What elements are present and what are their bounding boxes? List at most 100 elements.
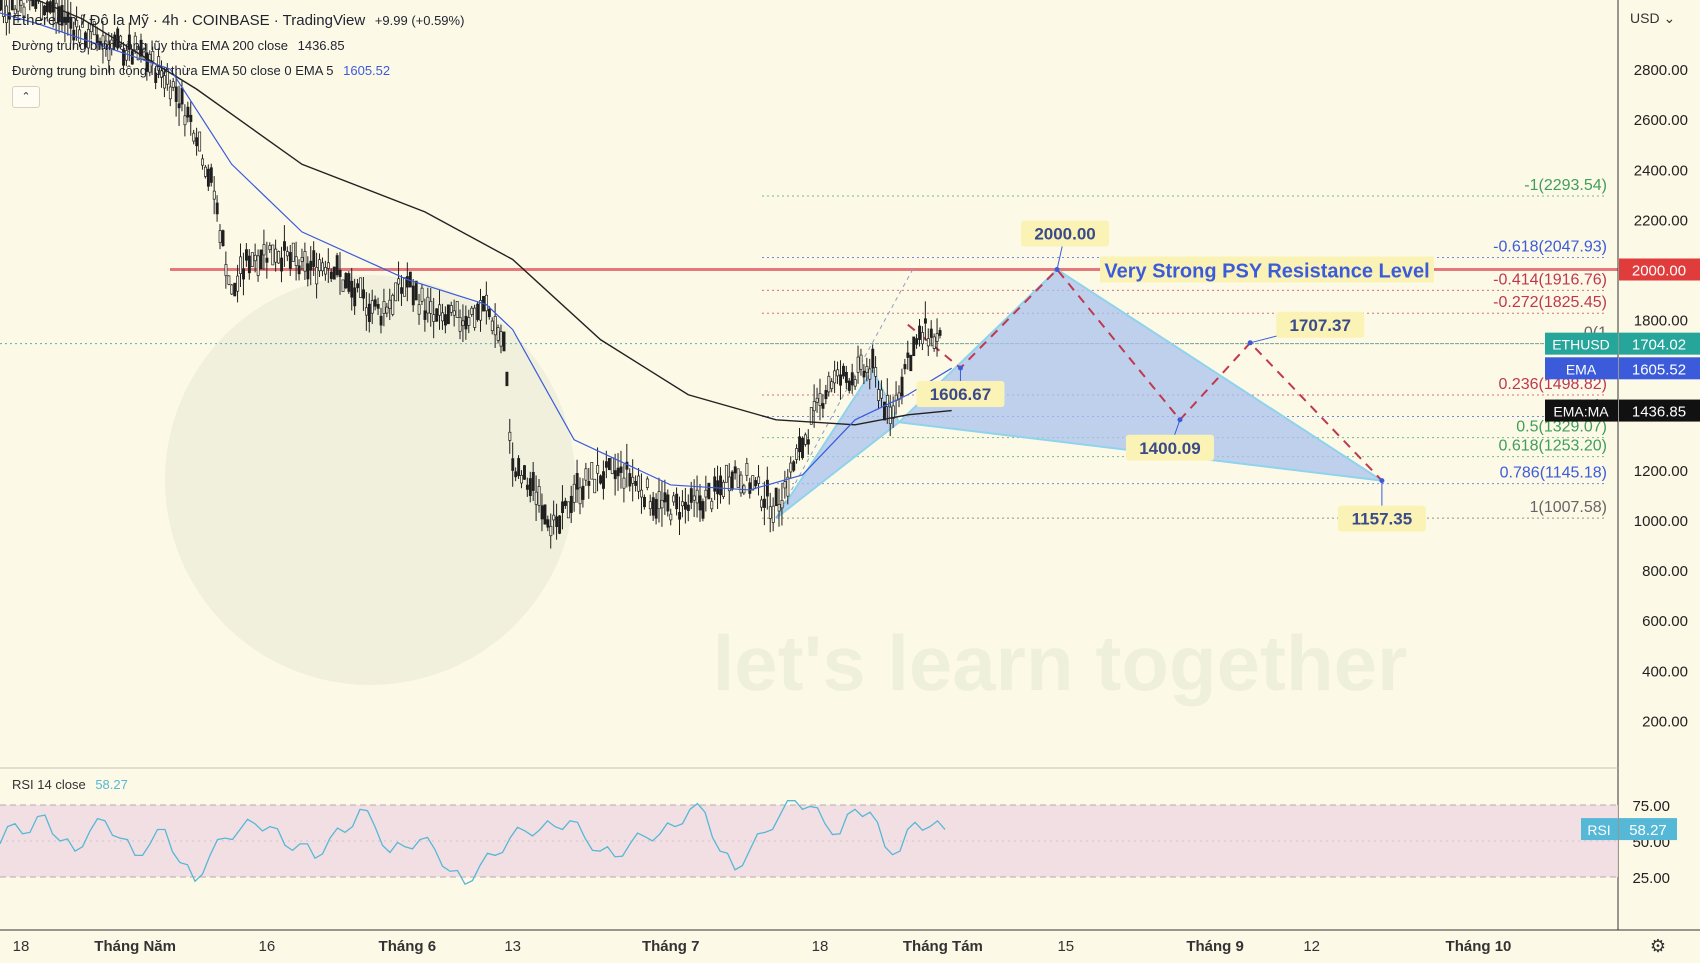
candle-body: [370, 300, 374, 314]
pattern-point-3[interactable]: [1054, 267, 1060, 272]
candle-body: [871, 348, 875, 369]
settings-icon[interactable]: ⚙: [1650, 936, 1666, 956]
price-tag-value-2: 1605.52: [1632, 361, 1686, 378]
ema50-line[interactable]: [0, 0, 952, 491]
candle-body: [195, 137, 199, 147]
candle-body: [926, 338, 930, 347]
candle-body: [763, 498, 766, 508]
y-tick-7: 800.00: [1642, 563, 1688, 580]
candle-body: [13, 8, 17, 15]
candle-body: [86, 29, 90, 49]
x-tick-11: Tháng 10: [1446, 938, 1512, 955]
rsi-line[interactable]: [0, 800, 946, 886]
candle-body: [801, 438, 804, 459]
candle-body: [288, 252, 292, 269]
price-tag-value-1: 1704.02: [1632, 337, 1686, 354]
candle-body: [362, 289, 365, 299]
candle-body: [540, 505, 544, 520]
candle-body: [915, 338, 919, 345]
candle-body: [364, 307, 368, 316]
x-tick-2: 16: [258, 938, 275, 955]
candle-body: [558, 515, 562, 534]
candle-body: [151, 51, 155, 62]
candle-body: [326, 262, 330, 269]
candle-body: [133, 35, 137, 51]
candle-body: [809, 407, 813, 425]
candle-body: [467, 317, 471, 326]
candle-body: [45, 1, 49, 13]
pattern-point-5[interactable]: [1247, 340, 1253, 346]
candle-body: [874, 367, 878, 377]
candle-body: [34, 0, 38, 9]
candle-body: [335, 255, 339, 276]
candle-body: [373, 299, 377, 307]
candle-body: [842, 365, 845, 377]
candle-body: [10, 0, 14, 11]
candle-body: [654, 498, 658, 519]
candle-body: [713, 476, 717, 492]
y-tick-5: 1200.00: [1634, 463, 1688, 480]
chevron-up-icon: ⌃: [21, 91, 31, 103]
candle-body: [224, 264, 228, 277]
pattern-label-6: 1157.35: [1352, 510, 1413, 529]
price-tag-value-3: 1436.85: [1632, 404, 1686, 421]
candle-body: [604, 461, 608, 468]
ema200-line[interactable]: [0, 0, 952, 426]
candle-body: [215, 202, 219, 215]
fib-label-2: -0.414(1916.76): [1493, 271, 1607, 288]
candle-body: [844, 371, 848, 383]
candle-body: [107, 44, 111, 61]
symbol-legend[interactable]: Ethereum / Đô la Mỹ · 4h · COINBASE · Tr…: [12, 12, 464, 29]
rsi-legend[interactable]: RSI 14 close 58.27: [12, 777, 128, 792]
y-tick-2: 2400.00: [1634, 162, 1688, 179]
y-tick-4: 1800.00: [1634, 313, 1688, 330]
candle-body: [824, 390, 828, 400]
projection-path[interactable]: [907, 268, 1383, 482]
ema50-legend[interactable]: Đường trung bình cộng lũy thừa EMA 50 cl…: [12, 63, 390, 78]
pattern-label-4: 1400.09: [1139, 439, 1200, 458]
candle-body: [385, 306, 389, 314]
candle-body: [622, 477, 626, 489]
candle-body: [101, 35, 105, 50]
pattern-point-4[interactable]: [1177, 417, 1183, 423]
price-tag-value-0: 2000.00: [1632, 263, 1686, 280]
candle-body: [531, 472, 535, 491]
candle-body: [394, 282, 398, 302]
candles[interactable]: [0, 0, 942, 549]
candle-body: [344, 273, 348, 289]
candle-body: [78, 29, 82, 43]
candle-body: [891, 405, 895, 419]
candle-body: [534, 491, 538, 505]
candle-body: [610, 457, 614, 475]
candle-body: [476, 303, 480, 320]
candle-body: [315, 266, 319, 285]
candle-body: [353, 287, 357, 307]
pattern-point-6[interactable]: [1379, 478, 1385, 484]
candle-body: [104, 40, 108, 49]
candle-body: [499, 331, 503, 347]
candle-body: [912, 336, 916, 357]
watermark: let's learn together: [165, 275, 1407, 707]
candle-body: [909, 354, 913, 372]
currency-selector[interactable]: USD ⌄: [1630, 10, 1675, 26]
candle-body: [438, 304, 442, 316]
ema200-value: 1436.85: [297, 38, 345, 53]
candle-body: [651, 497, 655, 516]
collapse-legend-button[interactable]: ⌃: [12, 86, 40, 108]
candle-body: [183, 115, 187, 126]
harmonic-leg-xa[interactable]: [775, 367, 901, 519]
candle-body: [590, 462, 594, 480]
candle-body: [935, 333, 939, 342]
price-tag-bg-1: [1619, 332, 1700, 355]
ema200-legend[interactable]: Đường trung bình cộng lũy thừa EMA 200 c…: [12, 38, 345, 53]
candle-body: [455, 301, 459, 318]
candle-body: [745, 463, 749, 476]
candle-body: [885, 395, 889, 407]
candle-body: [883, 401, 886, 421]
pattern-point-2[interactable]: [957, 365, 963, 371]
candle-body: [470, 307, 474, 315]
candle-body: [329, 271, 333, 279]
candle-body: [347, 273, 351, 292]
